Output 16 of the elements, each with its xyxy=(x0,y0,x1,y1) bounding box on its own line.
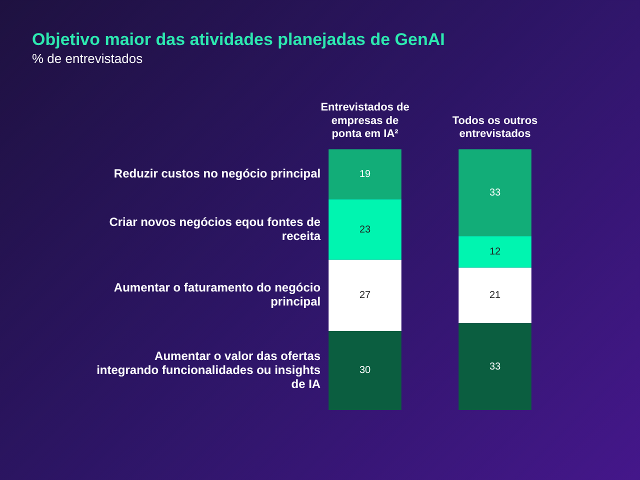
data-label: 21 xyxy=(489,290,501,302)
data-label: 12 xyxy=(489,246,501,258)
data-label: 30 xyxy=(359,365,371,376)
series-label: Aumentar o valor das ofertas integrando funcionalidades ou insights de IA xyxy=(96,348,321,391)
x-tick-label: Todos os outros entrevistados xyxy=(452,114,538,140)
text: % de entrevistados xyxy=(32,51,143,66)
series-label: Aumentar o faturamento do negócio principal xyxy=(114,280,321,309)
data-label: 27 xyxy=(359,290,371,302)
series-label: Criar novos negócios eqou fontes de receita xyxy=(109,214,321,243)
series-label: Reduzir custos no negócio principal xyxy=(114,166,321,181)
chart-title: Objetivo maior das atividades planejadas de GenAI xyxy=(32,30,445,50)
x-tick-label: Entrevistados de empresas de ponta em IA² xyxy=(320,102,410,140)
data-label: 33 xyxy=(489,361,501,372)
data-label: 33 xyxy=(489,187,501,198)
data-label: 23 xyxy=(359,224,371,236)
data-label: 19 xyxy=(359,169,371,180)
